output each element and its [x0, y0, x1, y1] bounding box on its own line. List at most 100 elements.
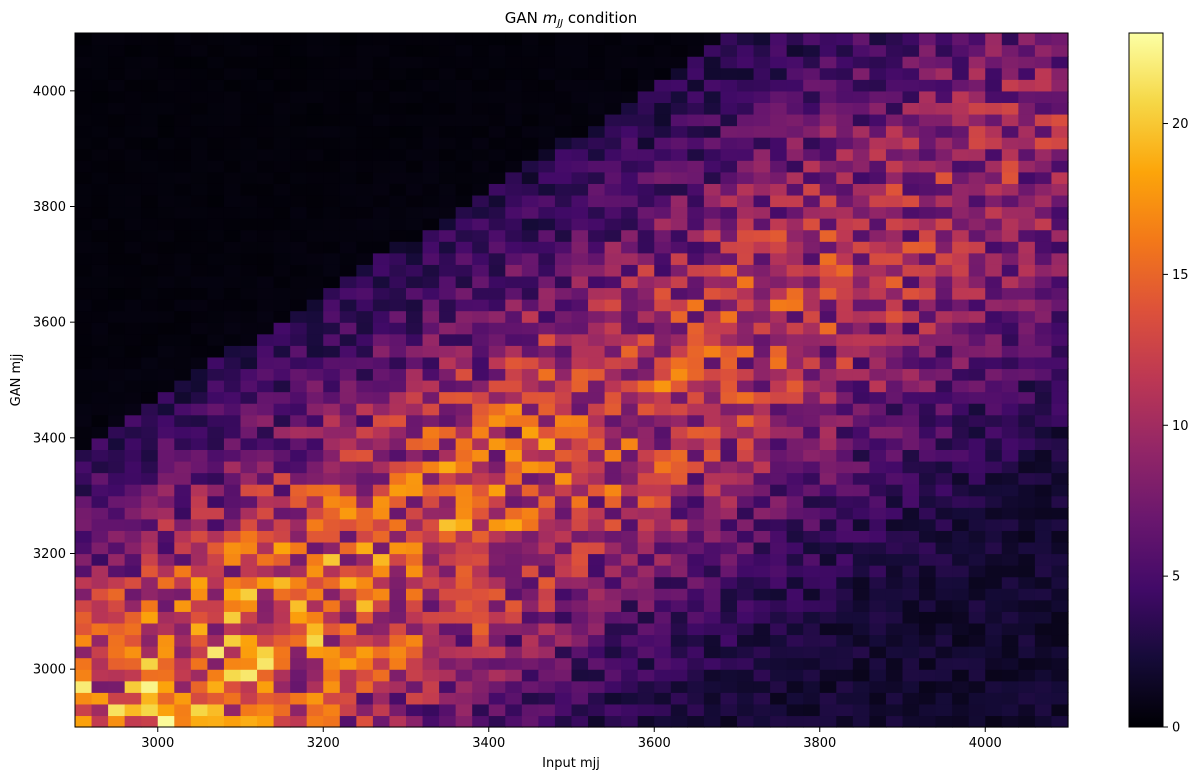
heatmap-cell: [869, 333, 887, 346]
heatmap-cell: [819, 322, 837, 335]
y-axis-label: GAN mjj: [9, 354, 24, 407]
heatmap-cell: [339, 113, 357, 127]
heatmap-cell: [207, 611, 225, 624]
heatmap-cell: [472, 588, 490, 601]
heatmap-cell: [389, 241, 407, 254]
heatmap-cell: [389, 426, 407, 439]
heatmap-cell: [406, 194, 424, 208]
heatmap-cell: [687, 553, 705, 566]
heatmap-cell: [406, 67, 424, 80]
heatmap-cell: [703, 160, 722, 173]
heatmap-cell: [257, 206, 275, 219]
heatmap-cell: [852, 703, 870, 717]
heatmap-cell: [985, 56, 1003, 69]
heatmap-cell: [273, 299, 291, 312]
heatmap-cell: [257, 148, 275, 161]
heatmap-cell: [1001, 299, 1019, 312]
heatmap-cell: [720, 426, 738, 439]
heatmap-cell: [339, 275, 357, 289]
heatmap-cell: [985, 669, 1003, 682]
heatmap-cell: [588, 611, 606, 624]
heatmap-cell: [819, 449, 837, 462]
heatmap-cell: [108, 703, 126, 717]
heatmap-cell: [439, 449, 457, 462]
heatmap-cell: [902, 102, 920, 115]
heatmap-cell: [406, 33, 424, 46]
heatmap-cell: [124, 102, 142, 115]
heatmap-cell: [869, 669, 887, 682]
heatmap-cell: [1034, 472, 1053, 485]
heatmap-cell: [339, 252, 357, 265]
heatmap-cell: [1034, 692, 1053, 705]
heatmap-cell: [670, 426, 688, 439]
heatmap-cell: [654, 345, 672, 358]
heatmap-cell: [488, 599, 506, 612]
heatmap-cell: [157, 90, 175, 103]
heatmap-cell: [91, 576, 109, 589]
heatmap-cell: [240, 449, 258, 462]
heatmap-cell: [406, 171, 424, 184]
heatmap-cell: [902, 148, 920, 161]
heatmap-cell: [803, 692, 821, 705]
heatmap-cell: [422, 541, 440, 555]
heatmap-cell: [604, 264, 622, 277]
heatmap-cell: [273, 218, 291, 231]
heatmap-cell: [720, 356, 738, 370]
heatmap-cell: [919, 518, 937, 531]
heatmap-cell: [389, 310, 407, 323]
heatmap-cell: [885, 79, 904, 92]
heatmap-cell: [869, 495, 887, 508]
heatmap-cell: [968, 206, 986, 219]
heatmap-cell: [356, 449, 374, 462]
heatmap-cell: [637, 611, 655, 624]
heatmap-cell: [190, 194, 208, 208]
heatmap-cell: [952, 553, 970, 566]
heatmap-cell: [488, 368, 506, 381]
heatmap-cell: [174, 495, 192, 508]
heatmap-cell: [571, 113, 589, 127]
heatmap-cell: [339, 634, 357, 647]
heatmap-cell: [190, 368, 208, 381]
heatmap-cell: [108, 576, 126, 589]
heatmap-cell: [406, 518, 424, 531]
heatmap-cell: [554, 472, 573, 485]
heatmap-cell: [1051, 368, 1069, 381]
heatmap-cell: [190, 44, 208, 57]
heatmap-cell: [91, 345, 109, 358]
heatmap-cell: [505, 715, 523, 728]
heatmap-cell: [157, 495, 175, 508]
heatmap-cell: [323, 472, 341, 485]
heatmap-cell: [737, 588, 755, 601]
heatmap-cell: [1051, 541, 1069, 555]
heatmap-cell: [339, 380, 357, 393]
heatmap-cell: [985, 310, 1003, 323]
heatmap-cell: [1018, 102, 1036, 115]
heatmap-cell: [588, 33, 606, 46]
heatmap-cell: [108, 264, 126, 277]
heatmap-cell: [1034, 565, 1053, 578]
heatmap-cell: [372, 113, 391, 127]
heatmap-cell: [141, 541, 159, 555]
heatmap-cell: [687, 599, 705, 612]
heatmap-cell: [885, 414, 904, 427]
heatmap-cell: [571, 657, 589, 670]
heatmap-cell: [75, 588, 93, 601]
heatmap-cell: [720, 160, 738, 173]
heatmap-cell: [323, 588, 341, 601]
heatmap-cell: [852, 669, 870, 682]
heatmap-cell: [406, 553, 424, 566]
heatmap-cell: [687, 229, 705, 242]
heatmap-cell: [488, 241, 506, 254]
heatmap-cell: [157, 322, 175, 335]
heatmap-cell: [852, 611, 870, 624]
heatmap-cell: [538, 252, 556, 265]
heatmap-cell: [885, 287, 904, 300]
heatmap-cell: [935, 218, 953, 231]
heatmap-cell: [1018, 79, 1036, 92]
heatmap-cell: [588, 634, 606, 647]
heatmap-cell: [290, 449, 308, 462]
heatmap-cell: [588, 703, 606, 717]
heatmap-cell: [571, 44, 589, 57]
heatmap-cell: [422, 368, 440, 381]
heatmap-cell: [604, 183, 622, 196]
